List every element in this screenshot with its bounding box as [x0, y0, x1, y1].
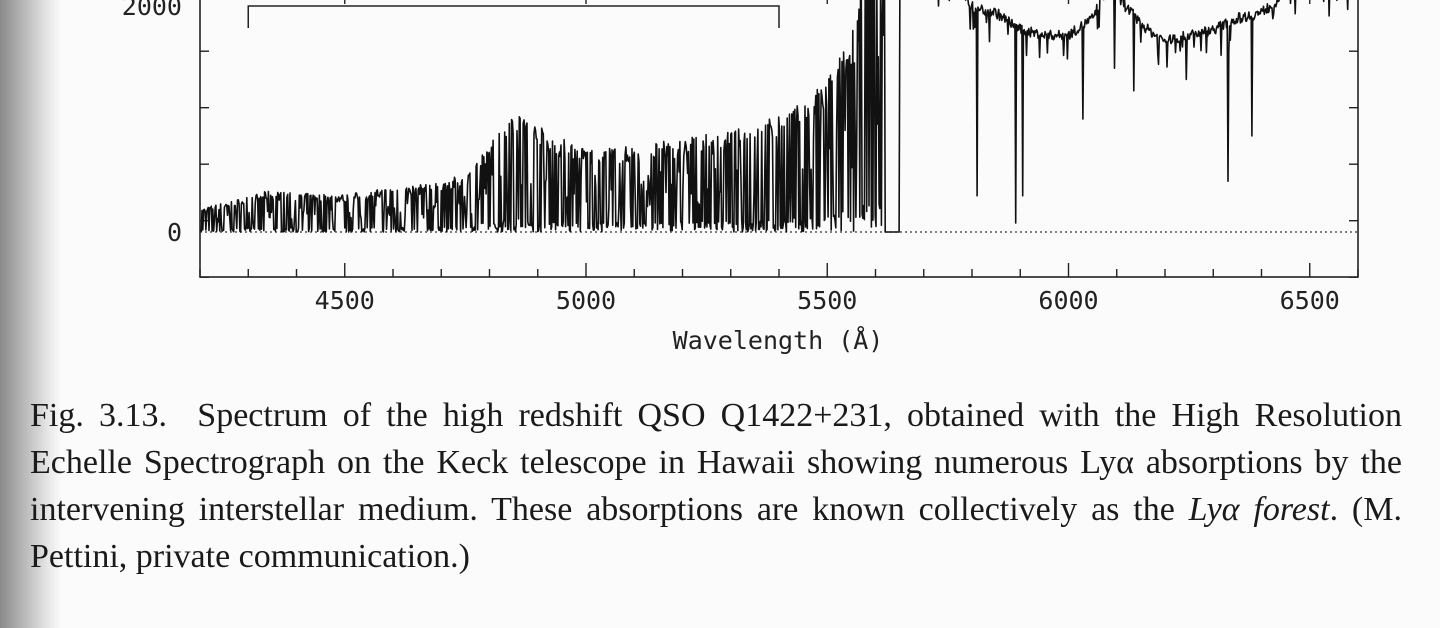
x-tick-label: 6500 — [1280, 286, 1340, 315]
caption-text: Spectrum of the high redshift QSO Q1422+… — [30, 397, 1402, 528]
y-tick-label: 2000 — [122, 0, 182, 21]
x-tick-label: 5000 — [556, 286, 616, 315]
spectrum-series-line — [199, 0, 1349, 233]
figure-caption: Fig. 3.13. Spectrum of the high redshift… — [30, 392, 1402, 580]
caption-emphasis: Lyα forest — [1188, 491, 1330, 528]
x-tick-label: 4500 — [315, 286, 375, 315]
forest-bracket — [247, 5, 780, 28]
x-tick-label: 6000 — [1038, 286, 1098, 315]
x-axis-label: Wavelength (Å) — [673, 326, 884, 355]
x-tick-label: 5500 — [797, 286, 857, 315]
page-binding-shadow — [0, 0, 62, 628]
caption-credit: . (M. Pettini, private communication.) — [30, 491, 1402, 575]
caption-label: Fig. 3.13. — [30, 397, 167, 434]
spectrum-chart: 4500 5000 5500 6000 6500 0 2000 Wavelength (Å) — [122, 0, 1359, 355]
y-tick-label: 0 — [167, 218, 182, 247]
